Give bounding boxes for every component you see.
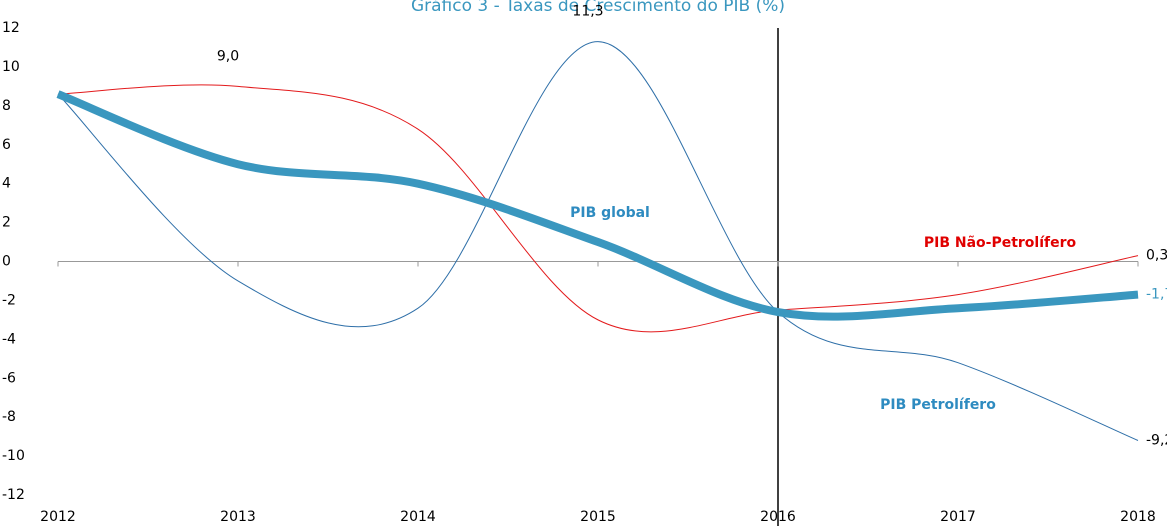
y-tick-label: 0	[2, 254, 11, 270]
series-line	[57, 41, 1139, 441]
y-tick-label: -2	[2, 292, 16, 308]
data-label: -9,2	[1146, 433, 1167, 449]
y-tick-label: -10	[2, 448, 25, 464]
x-tick-label: 2013	[220, 509, 256, 525]
series-line	[56, 90, 1139, 321]
chart-title: Gráfico 3 - Taxas de Crescimento do PIB …	[411, 0, 785, 16]
y-tick-label: 12	[2, 20, 20, 36]
series-line	[57, 84, 1139, 333]
y-tick-label: 8	[2, 98, 11, 114]
y-tick-label: -8	[2, 409, 16, 425]
x-tick-label: 2015	[580, 509, 616, 525]
y-tick-label: -4	[2, 331, 16, 347]
data-label: -1,7	[1146, 287, 1167, 303]
data-label: 9,0	[217, 48, 239, 64]
data-label: 0,3	[1146, 248, 1167, 264]
series-name: PIB global	[570, 205, 650, 221]
series-name: PIB Petrolífero	[880, 397, 996, 413]
y-tick-label: 2	[2, 215, 11, 231]
data-label: 11,3	[572, 4, 603, 20]
y-tick-label: -12	[2, 487, 25, 503]
x-tick-label: 2016	[760, 509, 796, 525]
x-tick-label: 2018	[1120, 509, 1156, 525]
x-tick-label: 2014	[400, 509, 436, 525]
y-tick-label: -6	[2, 370, 16, 386]
x-tick-label: 2017	[940, 509, 976, 525]
x-tick-label: 2012	[40, 509, 76, 525]
series-name: PIB Não-Petrolífero	[924, 235, 1077, 251]
y-tick-label: 6	[2, 137, 11, 153]
y-tick-label: 10	[2, 59, 20, 75]
y-tick-label: 4	[2, 176, 11, 192]
